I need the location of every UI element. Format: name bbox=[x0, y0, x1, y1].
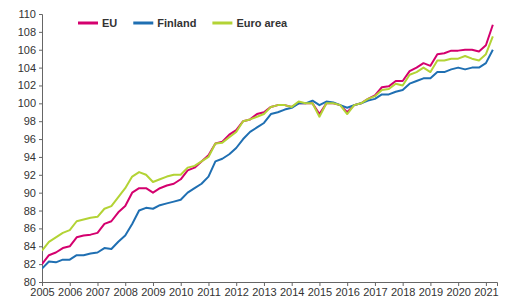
x-tick: 2007 bbox=[86, 282, 110, 298]
x-tick: 2008 bbox=[113, 282, 137, 298]
y-tick: 92 bbox=[24, 169, 42, 181]
y-tick-label: 90 bbox=[24, 187, 36, 199]
x-tick: 2017 bbox=[363, 282, 387, 298]
x-tick-label: 2018 bbox=[391, 286, 415, 298]
series-line bbox=[42, 36, 493, 250]
x-tick: 2019 bbox=[419, 282, 443, 298]
y-tick-mark bbox=[39, 246, 42, 247]
x-tick-label: 2010 bbox=[169, 286, 193, 298]
x-tick-label: 2009 bbox=[141, 286, 165, 298]
x-tick: 2018 bbox=[391, 282, 415, 298]
y-tick-mark bbox=[39, 228, 42, 229]
y-tick: 82 bbox=[24, 258, 42, 270]
legend: EU Finland Euro area bbox=[78, 17, 288, 29]
y-tick-mark bbox=[39, 85, 42, 86]
y-tick: 106 bbox=[18, 44, 42, 56]
x-tick-label: 2017 bbox=[363, 286, 387, 298]
x-tick: 2015 bbox=[308, 282, 332, 298]
x-tick-label: 2021 bbox=[474, 286, 498, 298]
legend-label: Finland bbox=[157, 17, 196, 29]
y-tick-label: 92 bbox=[24, 169, 36, 181]
x-tick: 2012 bbox=[224, 282, 248, 298]
y-tick-label: 84 bbox=[24, 240, 36, 252]
x-tick-label: 2014 bbox=[280, 286, 304, 298]
y-axis: 80 82 84 86 88 90 92 94 96 98 100 102 104 106 108 110 bbox=[18, 8, 43, 288]
legend-label: EU bbox=[102, 17, 117, 29]
plot-area bbox=[42, 25, 493, 269]
y-tick-label: 82 bbox=[24, 258, 36, 270]
y-axis-line bbox=[39, 15, 43, 283]
chart-svg: 2005200620072008200920102011201220132014… bbox=[0, 0, 515, 303]
y-tick-mark bbox=[39, 68, 42, 69]
y-tick-label: 88 bbox=[24, 205, 36, 217]
y-tick-label: 86 bbox=[24, 222, 36, 234]
y-tick-mark bbox=[39, 193, 42, 194]
x-tick-label: 2016 bbox=[335, 286, 359, 298]
y-tick-label: 106 bbox=[18, 44, 36, 56]
series-line bbox=[42, 50, 493, 269]
y-tick-mark bbox=[39, 50, 42, 51]
y-tick: 100 bbox=[18, 97, 42, 109]
y-tick-mark bbox=[39, 103, 42, 104]
y-tick-label: 100 bbox=[18, 97, 36, 109]
y-tick: 84 bbox=[24, 240, 42, 252]
x-tick-label: 2011 bbox=[197, 286, 221, 298]
y-tick-label: 94 bbox=[24, 151, 36, 163]
y-tick-mark bbox=[39, 211, 42, 212]
x-tick: 2010 bbox=[169, 282, 193, 298]
y-tick: 104 bbox=[18, 62, 42, 74]
y-tick: 94 bbox=[24, 151, 42, 163]
x-tick-label: 2019 bbox=[419, 286, 443, 298]
x-tick: 2021 bbox=[474, 282, 498, 298]
y-tick-mark bbox=[39, 121, 42, 122]
x-tick: 2013 bbox=[252, 282, 276, 298]
y-tick: 86 bbox=[24, 222, 42, 234]
y-tick: 110 bbox=[18, 8, 42, 20]
y-tick-label: 96 bbox=[24, 133, 36, 145]
legend-swatch bbox=[212, 22, 232, 25]
y-tick-mark bbox=[39, 282, 42, 283]
y-tick-label: 98 bbox=[24, 115, 36, 127]
y-tick: 98 bbox=[24, 115, 42, 127]
y-tick-mark bbox=[39, 157, 42, 158]
x-tick-label: 2007 bbox=[86, 286, 110, 298]
x-tick: 2011 bbox=[197, 282, 221, 298]
y-tick-mark bbox=[39, 139, 42, 140]
legend-label: Euro area bbox=[236, 17, 288, 29]
y-tick: 88 bbox=[24, 205, 42, 217]
y-tick-mark bbox=[39, 32, 42, 33]
x-tick: 2020 bbox=[446, 282, 470, 298]
chart-container: 2005200620072008200920102011201220132014… bbox=[0, 0, 515, 303]
x-tick-label: 2015 bbox=[308, 286, 332, 298]
y-tick: 96 bbox=[24, 133, 42, 145]
x-tick-label: 2008 bbox=[113, 286, 137, 298]
y-tick-label: 110 bbox=[18, 8, 36, 20]
y-tick-mark bbox=[39, 14, 42, 15]
y-tick-label: 104 bbox=[18, 62, 36, 74]
legend-swatch bbox=[78, 22, 98, 25]
y-tick: 80 bbox=[24, 276, 42, 288]
x-tick: 2006 bbox=[58, 282, 82, 298]
legend-swatch bbox=[133, 22, 153, 25]
y-tick: 108 bbox=[18, 26, 42, 38]
x-tick: 2016 bbox=[335, 282, 359, 298]
y-tick-label: 80 bbox=[24, 276, 36, 288]
x-tick-label: 2006 bbox=[58, 286, 82, 298]
y-tick-mark bbox=[39, 175, 42, 176]
y-tick-label: 108 bbox=[18, 26, 36, 38]
x-tick-label: 2012 bbox=[224, 286, 248, 298]
x-tick-label: 2013 bbox=[252, 286, 276, 298]
x-tick: 2009 bbox=[141, 282, 165, 298]
y-tick: 102 bbox=[18, 79, 42, 91]
x-tick-label: 2020 bbox=[446, 286, 470, 298]
y-tick: 90 bbox=[24, 187, 42, 199]
x-axis: 2005200620072008200920102011201220132014… bbox=[30, 282, 498, 298]
y-tick-mark bbox=[39, 264, 42, 265]
x-tick: 2014 bbox=[280, 282, 304, 298]
y-tick-label: 102 bbox=[18, 79, 36, 91]
series-line bbox=[42, 25, 493, 264]
